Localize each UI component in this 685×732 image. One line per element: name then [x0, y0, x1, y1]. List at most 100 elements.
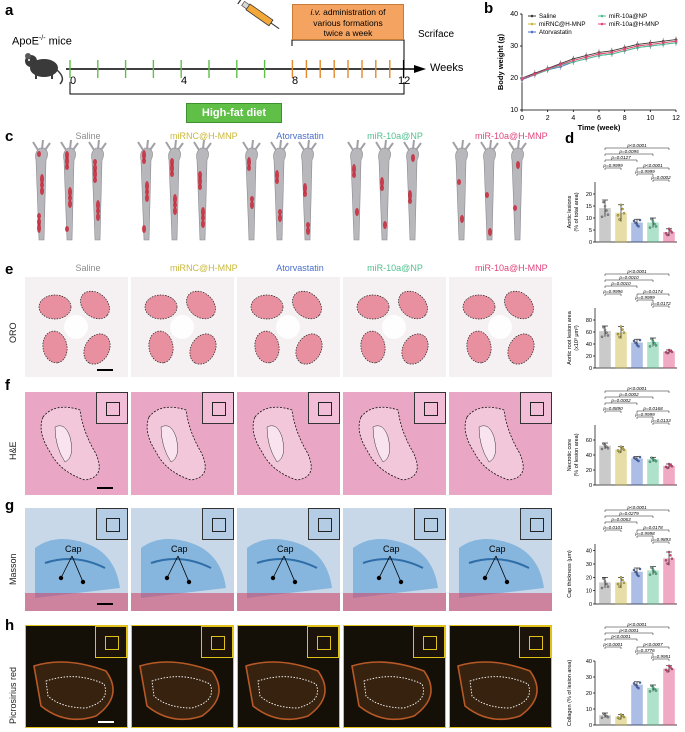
lesion-spot	[247, 157, 251, 167]
data-point	[650, 217, 653, 221]
lesion-spot	[278, 209, 282, 215]
p-value-label: p=0.0133	[650, 418, 671, 423]
picrosirius-image	[343, 625, 446, 728]
tissue-drawing: Cap	[237, 539, 340, 611]
x-tick-label: 12	[672, 115, 680, 122]
aorta-branch	[480, 141, 487, 151]
lesion-spot	[145, 181, 149, 191]
data-point	[632, 682, 636, 685]
muscle-band	[131, 593, 234, 611]
lesion-spot	[198, 171, 202, 179]
significance-bracket	[604, 279, 654, 282]
data-point	[667, 227, 671, 231]
data-point	[632, 219, 636, 223]
lesion-spot	[65, 156, 69, 166]
data-point	[653, 687, 656, 691]
tick-label-8: 8	[292, 75, 299, 87]
picrosirius-image	[131, 625, 234, 728]
y-axis-label: Body weight (g)	[496, 33, 505, 90]
data-point	[664, 668, 668, 672]
aorta-branch	[464, 142, 471, 151]
aorta-photos	[32, 140, 527, 241]
lesion-spot	[40, 182, 44, 188]
data-point	[520, 77, 524, 80]
tissue-drawing	[250, 290, 323, 365]
p-value-label: p=0.0178	[642, 525, 663, 530]
legend-label: miR-10a@H-MNP	[609, 21, 659, 28]
data-point	[621, 207, 624, 211]
aorta-branch	[100, 142, 107, 151]
data-point	[632, 568, 636, 572]
y-tick-label: 30	[586, 562, 592, 568]
lesion-spot	[93, 159, 97, 165]
fibrous-cap	[468, 558, 530, 569]
cap-pointer	[378, 555, 391, 579]
aorta-branch	[97, 140, 100, 150]
inset-region	[530, 402, 544, 416]
significance-bracket	[604, 273, 670, 276]
lesion-spot	[457, 179, 461, 185]
lesion-spot	[275, 178, 279, 184]
masson-image: Cap	[343, 508, 446, 611]
significance-bracket	[604, 167, 622, 170]
data-point	[610, 51, 614, 54]
lesion-outline	[469, 676, 530, 709]
aorta-branch	[492, 142, 499, 151]
y-axis-label: Collagen (% of lesion area)	[567, 660, 573, 727]
lesion-outline	[45, 676, 106, 709]
aorta-specimen	[347, 140, 366, 241]
tissue-drawing	[38, 290, 111, 365]
data-point	[600, 335, 604, 339]
data-point	[600, 586, 604, 590]
legend-marker	[600, 14, 604, 18]
bar	[663, 558, 675, 605]
data-point	[666, 562, 669, 565]
bar	[647, 459, 659, 486]
tissue-drawing	[252, 406, 312, 481]
data-point	[666, 670, 669, 673]
p-value-label: p=0.8890	[602, 406, 623, 411]
data-point	[621, 447, 624, 450]
oro-image	[449, 277, 552, 377]
significance-bracket	[604, 626, 670, 629]
necrotic-core	[160, 425, 178, 463]
inset-region	[424, 518, 438, 532]
aorta-branch	[174, 140, 177, 150]
data-point	[606, 715, 610, 719]
data-point	[635, 343, 639, 346]
cap-pointer	[272, 555, 285, 579]
muscle-band	[237, 593, 340, 611]
data-point	[650, 566, 653, 569]
iv-line3: twice a week	[323, 28, 373, 38]
bar	[663, 351, 675, 369]
overview-inset	[201, 626, 233, 658]
lesion-region	[462, 294, 496, 320]
data-point	[621, 578, 624, 582]
timeline-diagram	[25, 0, 426, 95]
lesion-spot	[411, 154, 415, 162]
tissue-drawing: Cap	[449, 539, 552, 611]
tissue-drawing	[464, 406, 524, 481]
aorta-body	[350, 147, 363, 241]
picrosirius-image	[449, 625, 552, 728]
lesion-region	[189, 333, 217, 365]
aorta-branch	[251, 140, 254, 150]
lesion-spot	[355, 208, 359, 216]
data-point	[618, 717, 621, 721]
lesion-spot	[37, 223, 41, 233]
p-value-label: p=0.0101	[602, 525, 623, 530]
lesion-outline	[363, 676, 424, 709]
aorta-branch	[489, 140, 492, 150]
data-point	[559, 63, 562, 66]
aorta-branch	[508, 141, 515, 151]
tissue-drawing: Cap	[343, 539, 446, 611]
data-point	[616, 582, 620, 586]
lesion-spot	[68, 200, 72, 208]
lumen	[64, 315, 88, 339]
overview-inset	[202, 508, 234, 540]
lesion-spot	[198, 184, 202, 190]
p-value-label: p=0.9999	[634, 412, 655, 417]
row-label-picrosirius: Picrosirius red	[8, 666, 18, 724]
aorta-branch	[41, 140, 44, 150]
significance-bracket	[636, 167, 670, 170]
